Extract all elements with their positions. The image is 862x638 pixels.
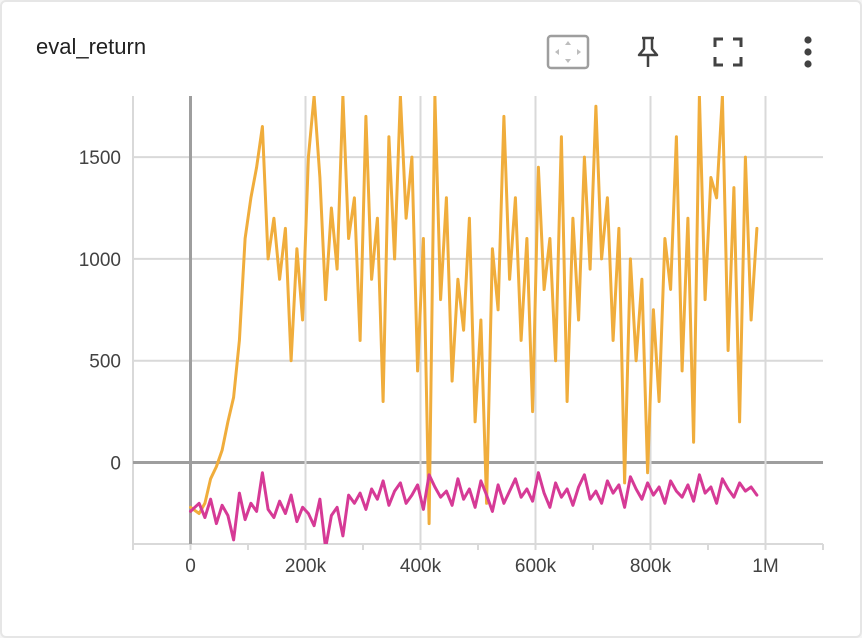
chart-toolbar (546, 32, 830, 72)
fullscreen-button[interactable] (706, 32, 750, 72)
pin-icon (637, 36, 659, 67)
fit-domain-button[interactable] (546, 32, 590, 72)
fullscreen-icon (713, 37, 743, 67)
more-options-button[interactable] (786, 32, 830, 72)
x-tick-label: 800k (630, 556, 672, 577)
fit-domain-icon (546, 34, 590, 70)
more-vert-icon (804, 36, 812, 68)
pin-button[interactable] (626, 32, 670, 72)
x-tick-label: 0 (185, 556, 196, 577)
y-tick-label: 500 (89, 352, 121, 373)
y-tick-label: 1000 (79, 250, 121, 271)
tick-labels: 0 500 1000 1500 0 200k 400k 600k 800k 1M (79, 148, 779, 577)
chart-title: eval_return (36, 34, 147, 59)
series-group (189, 96, 759, 544)
x-tick-label: 200k (285, 556, 327, 577)
series-line-0 (189, 96, 759, 526)
y-tick-label: 0 (110, 454, 121, 475)
series-line-1 (189, 471, 759, 544)
y-tick-label: 1500 (79, 148, 121, 169)
x-tick-label: 400k (400, 556, 442, 577)
x-tick-label: 600k (515, 556, 557, 577)
x-tick-label: 1M (752, 556, 778, 577)
